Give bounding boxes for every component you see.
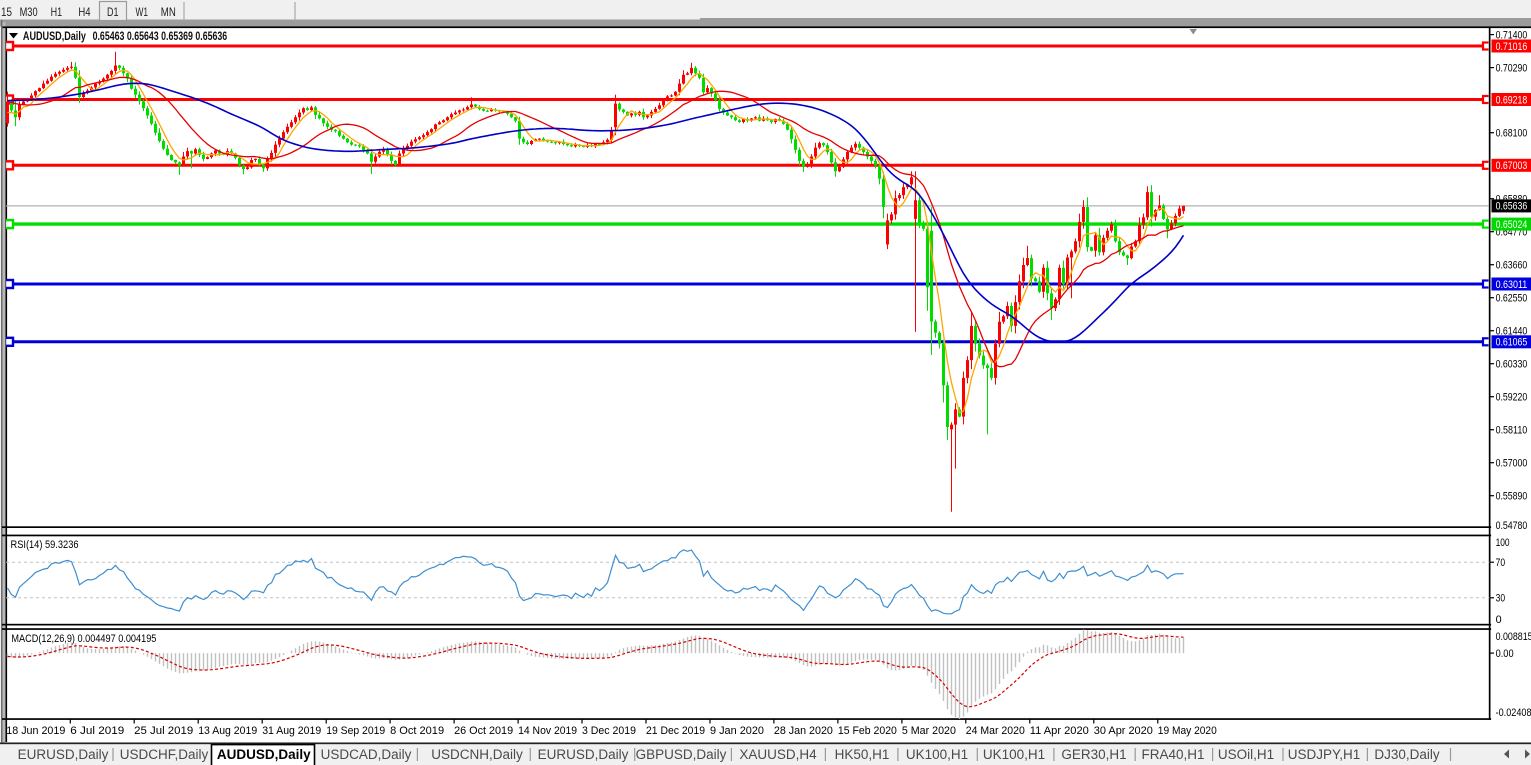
svg-text:0.57000: 0.57000: [1496, 458, 1528, 470]
svg-text:11 Apr 2020: 11 Apr 2020: [1030, 725, 1089, 737]
svg-text:13 Aug 2019: 13 Aug 2019: [198, 725, 257, 737]
svg-text:0.58110: 0.58110: [1496, 425, 1528, 437]
svg-text:0.71400: 0.71400: [1496, 29, 1528, 41]
svg-text:DJ30,Daily: DJ30,Daily: [1374, 747, 1440, 762]
svg-text:0.63011: 0.63011: [1496, 279, 1528, 291]
svg-text:8 Oct 2019: 8 Oct 2019: [390, 725, 444, 737]
svg-text:5 Mar 2020: 5 Mar 2020: [902, 725, 956, 737]
svg-text:0.00: 0.00: [1496, 648, 1514, 660]
svg-text:0: 0: [1496, 614, 1502, 626]
svg-text:0.61440: 0.61440: [1496, 326, 1528, 338]
svg-text:14 Nov 2019: 14 Nov 2019: [518, 725, 577, 737]
svg-text:0.71016: 0.71016: [1496, 41, 1528, 53]
svg-text:USDCAD,Daily: USDCAD,Daily: [321, 747, 412, 762]
svg-text:0.69218: 0.69218: [1496, 94, 1528, 106]
svg-text:30 Apr 2020: 30 Apr 2020: [1094, 725, 1153, 737]
svg-text:GBPUSD,Daily: GBPUSD,Daily: [636, 747, 727, 762]
svg-text:15: 15: [1, 5, 12, 19]
svg-text:0.60330: 0.60330: [1496, 359, 1528, 371]
svg-text:0.63660: 0.63660: [1496, 260, 1528, 272]
svg-text:USOil,H1: USOil,H1: [1218, 747, 1274, 762]
svg-text:USDCNH,Daily: USDCNH,Daily: [431, 747, 523, 762]
svg-text:25 Jul 2019: 25 Jul 2019: [134, 725, 193, 737]
svg-text:RSI(14) 59.3236: RSI(14) 59.3236: [11, 539, 79, 551]
svg-text:0.65024: 0.65024: [1496, 219, 1528, 231]
svg-text:MN: MN: [161, 5, 176, 19]
svg-text:USDCHF,Daily: USDCHF,Daily: [120, 747, 209, 762]
svg-text:3 Dec 2019: 3 Dec 2019: [582, 725, 636, 737]
svg-text:W1: W1: [136, 5, 149, 19]
svg-text:EURUSD,Daily: EURUSD,Daily: [538, 747, 629, 762]
svg-text:UK100,H1: UK100,H1: [906, 747, 968, 762]
svg-text:H1: H1: [51, 5, 63, 19]
svg-text:100: 100: [1496, 537, 1510, 549]
svg-text:26 Oct 2019: 26 Oct 2019: [454, 725, 513, 737]
svg-text:0.65636: 0.65636: [1496, 201, 1528, 213]
svg-text:HK50,H1: HK50,H1: [835, 747, 890, 762]
svg-text:GER30,H1: GER30,H1: [1061, 747, 1126, 762]
svg-text:31 Aug 2019: 31 Aug 2019: [262, 725, 321, 737]
svg-text:19 Sep 2019: 19 Sep 2019: [326, 725, 385, 737]
svg-text:70: 70: [1496, 557, 1506, 569]
svg-text:EURUSD,Daily: EURUSD,Daily: [18, 747, 109, 762]
svg-text:19 May 2020: 19 May 2020: [1158, 725, 1217, 737]
svg-text:15 Feb 2020: 15 Feb 2020: [838, 725, 897, 737]
svg-text:D1: D1: [107, 5, 119, 19]
svg-text:0.61065: 0.61065: [1496, 337, 1528, 349]
svg-text:XAUUSD,H4: XAUUSD,H4: [739, 747, 817, 762]
svg-text:0.68100: 0.68100: [1496, 128, 1528, 140]
svg-text:USDJPY,H1: USDJPY,H1: [1288, 747, 1361, 762]
svg-text:AUDUSD,Daily: AUDUSD,Daily: [23, 29, 86, 43]
svg-text:0.008815: 0.008815: [1496, 631, 1531, 643]
svg-text:AUDUSD,Daily: AUDUSD,Daily: [217, 747, 311, 762]
svg-text:30: 30: [1496, 593, 1506, 605]
svg-text:FRA40,H1: FRA40,H1: [1141, 747, 1204, 762]
svg-text:0.54780: 0.54780: [1496, 520, 1528, 532]
svg-text:-0.024082: -0.024082: [1496, 707, 1531, 719]
svg-text:0.55890: 0.55890: [1496, 491, 1528, 503]
svg-text:0.59220: 0.59220: [1496, 392, 1528, 404]
svg-text:21 Dec 2019: 21 Dec 2019: [646, 725, 705, 737]
svg-text:18 Jun 2019: 18 Jun 2019: [6, 725, 65, 737]
svg-text:24 Mar 2020: 24 Mar 2020: [966, 725, 1025, 737]
svg-text:UK100,H1: UK100,H1: [983, 747, 1045, 762]
svg-text:9 Jan 2020: 9 Jan 2020: [710, 725, 764, 737]
svg-text:H4: H4: [78, 5, 90, 19]
svg-text:0.70290: 0.70290: [1496, 62, 1528, 74]
svg-text:0.62550: 0.62550: [1496, 293, 1528, 305]
svg-text:0.67003: 0.67003: [1496, 160, 1528, 172]
svg-text:28 Jan 2020: 28 Jan 2020: [774, 725, 833, 737]
svg-text:6 Jul 2019: 6 Jul 2019: [70, 725, 124, 737]
svg-text:MACD(12,26,9) 0.004497 0.00419: MACD(12,26,9) 0.004497 0.004195: [11, 633, 156, 645]
svg-text:0.65463 0.65643 0.65369 0.6563: 0.65463 0.65643 0.65369 0.65636: [93, 29, 228, 43]
svg-text:M30: M30: [20, 5, 38, 19]
